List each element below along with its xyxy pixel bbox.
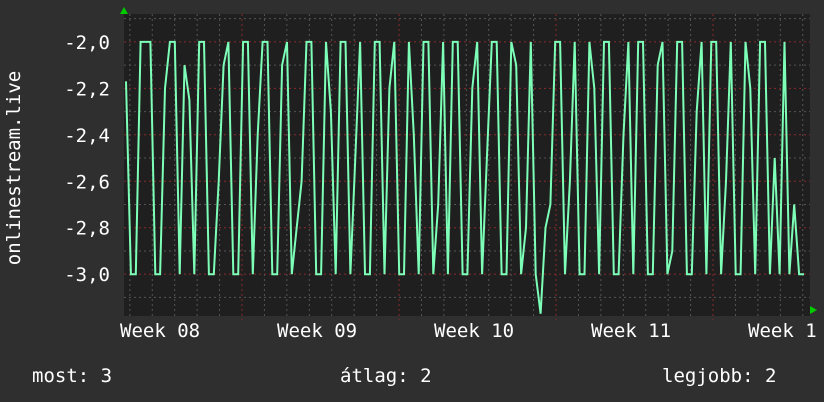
legend-average: átlag: 2 [340,365,432,387]
x-tick-label: Week 11 [591,320,671,342]
x-tick-label: Week 10 [434,320,514,342]
x-axis-arrow-icon [810,306,817,314]
y-axis-arrow-icon [120,7,128,14]
legend-max: legjobb: 2 [662,365,776,387]
y-tick-label: -2,6 [64,171,110,193]
x-tick-label: Week 08 [120,320,200,342]
x-ticks: Week 08 Week 09 Week 10 Week 11 Week 1 [120,320,817,342]
y-tick-label: -2,2 [64,78,110,100]
y-tick-label: -2,8 [64,218,110,240]
y-tick-label: -2,4 [64,125,110,147]
series-line [125,40,804,314]
y-tick-label: -3,0 [64,264,110,286]
x-tick-label: Week 09 [277,320,357,342]
x-tick-label: Week 1 [748,320,817,342]
y-axis-label: onlinestream.live [3,71,25,265]
y-tick-label: -2,0 [64,32,110,54]
legend-current: most: 3 [32,365,112,387]
y-ticks: -2,0 -2,2 -2,4 -2,6 -2,8 -3,0 [64,32,110,286]
